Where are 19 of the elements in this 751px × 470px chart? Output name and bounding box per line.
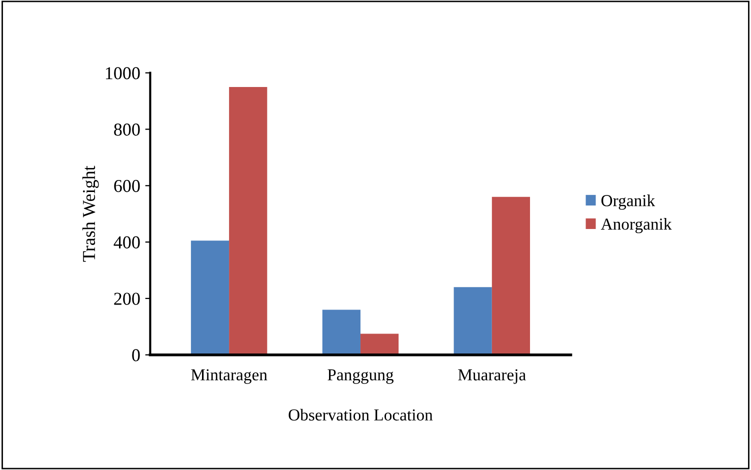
y-tick-label: 0 xyxy=(132,349,140,362)
bar xyxy=(190,240,230,355)
bar xyxy=(229,86,268,355)
legend-label: Anorganik xyxy=(600,218,672,234)
y-tick-label: 200 xyxy=(114,292,140,305)
bar xyxy=(322,310,360,355)
bar xyxy=(454,287,492,355)
x-tick-label: Mintaragen xyxy=(191,369,268,384)
bar xyxy=(492,196,530,355)
y-tick-label: 400 xyxy=(114,236,140,248)
x-axis-title: Observation Location xyxy=(288,408,433,421)
x-tick-label: Muarareja xyxy=(458,369,526,384)
y-axis-title: Trash Weight xyxy=(82,166,99,262)
y-tick-label: 1000 xyxy=(106,67,140,80)
y-tick-label: 600 xyxy=(114,180,140,192)
legend-label: Organik xyxy=(601,194,656,210)
bar xyxy=(360,334,399,355)
y-tick-label: 800 xyxy=(114,124,140,136)
x-tick-label: Panggung xyxy=(328,369,394,384)
